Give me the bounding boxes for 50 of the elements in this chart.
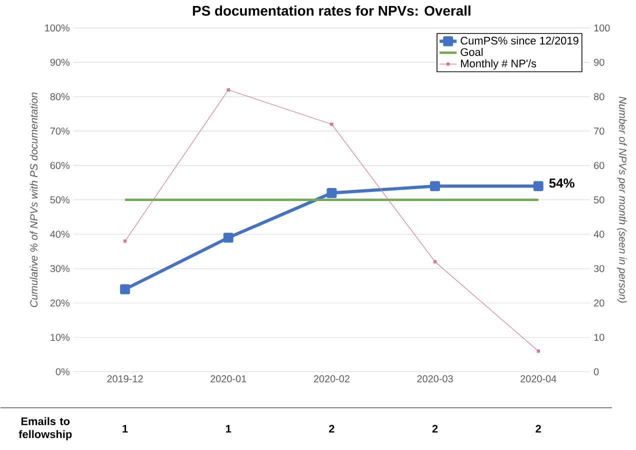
y-tick-label: 50% <box>50 196 70 204</box>
y2-tick-label: 30 <box>594 265 604 272</box>
y2-tick-label: 40 <box>594 230 604 238</box>
point <box>223 232 234 243</box>
point <box>430 181 440 192</box>
y-tick-label: 10% <box>50 334 70 342</box>
point <box>536 350 540 353</box>
y2-tick-label: 20 <box>594 300 604 307</box>
point <box>330 122 334 126</box>
y2-tick-label: 90 <box>594 58 604 66</box>
y2-tick-label: 100 <box>594 24 610 32</box>
chart-title: PS documentation rates for NPVs: Overall <box>192 6 470 16</box>
x-tick-label: 2020-01 <box>210 375 246 382</box>
text: 1 <box>122 425 128 433</box>
y2-tick-label: 80 <box>594 93 604 100</box>
text: 2 <box>432 425 438 433</box>
point <box>326 188 337 198</box>
legend-label: CumPS% since 12/2019 <box>460 36 578 45</box>
y-axis-title: Cumulative % of NPVs with PS documentation <box>30 92 38 308</box>
y-tick-label: 20% <box>50 300 70 307</box>
y-tick-label: 30% <box>50 265 70 272</box>
x-tick-label: 2020-02 <box>314 375 350 382</box>
x-tick-label: 2020-03 <box>417 375 453 382</box>
y2-tick-label: 70 <box>594 128 604 135</box>
y-tick-label: 100% <box>45 24 70 32</box>
text: 2 <box>329 425 334 433</box>
point <box>226 88 230 92</box>
y-tick-label: 60% <box>50 162 70 170</box>
text: 1 <box>226 425 232 433</box>
x-tick-label: 2019-12 <box>107 375 143 382</box>
y-tick-label: 40% <box>50 230 70 238</box>
point <box>123 240 127 243</box>
text: 2 <box>536 425 541 433</box>
text: Emails to fellowship <box>18 417 72 440</box>
legend-label: Monthly # NP'/s <box>461 59 536 70</box>
point <box>533 181 544 192</box>
y-tick-label: 90% <box>50 58 70 66</box>
legend-label: Goal <box>460 48 483 56</box>
y-tick-label: 70% <box>50 128 70 135</box>
y-tick-label: 80% <box>50 93 70 100</box>
y2-tick-label: 50 <box>594 196 604 204</box>
y2-tick-label: 10 <box>594 334 604 342</box>
y2-tick-label: 60 <box>594 162 604 170</box>
y2-axis-title: Number of NPVs per month (seen in person) <box>617 96 627 303</box>
annotation: 54% <box>549 178 574 188</box>
y-tick-label: 0% <box>56 368 70 376</box>
x-tick-label: 2020-04 <box>520 375 556 382</box>
point <box>433 260 437 264</box>
point <box>120 284 130 294</box>
y2-tick-label: 0 <box>594 368 599 376</box>
